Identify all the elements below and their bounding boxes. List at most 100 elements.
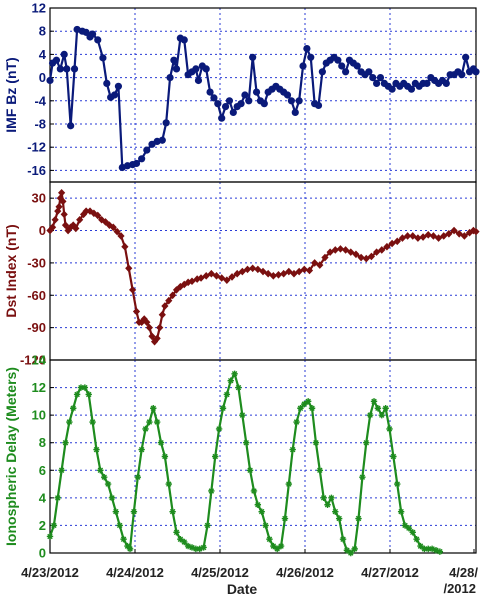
data-point xyxy=(334,56,342,64)
data-point xyxy=(417,542,424,550)
data-point xyxy=(180,280,188,289)
data-point xyxy=(365,68,373,76)
data-point xyxy=(153,418,161,426)
data-point xyxy=(373,79,381,87)
data-point xyxy=(142,425,149,433)
data-point xyxy=(419,233,427,241)
data-point xyxy=(165,296,173,305)
data-point xyxy=(264,269,272,278)
data-point xyxy=(56,65,64,73)
data-point xyxy=(338,62,346,70)
data-point xyxy=(363,439,370,446)
data-point xyxy=(192,545,200,553)
data-point xyxy=(94,36,102,44)
data-point xyxy=(425,545,432,553)
data-point xyxy=(54,494,61,502)
data-point xyxy=(369,74,377,82)
data-point xyxy=(289,446,296,453)
data-point xyxy=(254,265,262,274)
data-point xyxy=(180,36,188,44)
data-point xyxy=(67,122,75,130)
data-point xyxy=(124,542,131,550)
data-point xyxy=(465,228,474,237)
data-point xyxy=(50,522,58,529)
data-point xyxy=(472,227,480,236)
data-point xyxy=(81,384,89,391)
data-point xyxy=(246,467,254,474)
data-point xyxy=(241,91,249,99)
data-point xyxy=(121,242,129,251)
x-tick-label: 4/27/2012 xyxy=(361,565,419,580)
data-point xyxy=(269,272,277,280)
data-point xyxy=(250,487,258,495)
data-point xyxy=(101,473,108,481)
data-point xyxy=(407,85,416,93)
data-point xyxy=(202,65,210,73)
data-point xyxy=(60,210,68,219)
data-point xyxy=(194,76,203,85)
data-point xyxy=(455,229,463,238)
data-point xyxy=(249,53,257,61)
data-point xyxy=(46,226,54,235)
data-point xyxy=(150,405,157,412)
y-tick-label: 12 xyxy=(32,380,46,395)
data-point xyxy=(300,265,308,274)
data-point xyxy=(212,272,221,280)
data-point xyxy=(262,522,269,529)
data-point xyxy=(429,232,437,240)
data-point xyxy=(116,522,123,529)
data-point xyxy=(129,286,137,294)
data-point xyxy=(161,453,169,460)
data-point xyxy=(48,223,57,232)
data-point xyxy=(181,538,188,546)
data-point xyxy=(200,544,207,551)
data-point xyxy=(143,318,151,327)
data-point xyxy=(424,231,432,239)
data-point xyxy=(130,508,138,515)
data-point xyxy=(229,108,237,116)
data-point xyxy=(46,533,54,540)
y-tick-label: 2 xyxy=(39,518,46,533)
data-point xyxy=(165,480,172,488)
data-point xyxy=(259,267,267,276)
data-point xyxy=(113,227,121,236)
data-point xyxy=(274,270,283,279)
y-tick-label: 0 xyxy=(39,70,46,85)
data-point xyxy=(270,542,277,550)
data-point xyxy=(157,439,165,446)
data-point xyxy=(285,267,293,276)
data-point xyxy=(285,480,293,488)
data-point xyxy=(367,252,376,261)
data-point xyxy=(46,76,54,85)
data-point xyxy=(51,215,59,224)
data-point xyxy=(215,425,223,433)
y-tick-label: -90 xyxy=(27,320,46,335)
y-tick-label: 14 xyxy=(32,353,47,368)
data-point xyxy=(398,234,407,242)
y-tick-label: -120 xyxy=(20,353,46,368)
data-point xyxy=(206,88,214,96)
data-point xyxy=(146,418,153,426)
data-point xyxy=(388,85,396,93)
data-point xyxy=(150,337,159,346)
data-point xyxy=(58,467,65,474)
data-point xyxy=(89,30,97,38)
y-axis-label: Dst Index (nT) xyxy=(3,224,19,317)
data-point xyxy=(104,480,112,488)
y-tick-label: -4 xyxy=(34,93,46,108)
data-point xyxy=(462,53,470,61)
data-point xyxy=(266,536,273,543)
data-point xyxy=(55,203,63,211)
data-point xyxy=(70,65,79,73)
panel-1: 30 0 -30 -60 -90 -120 Dst Index (nT) xyxy=(3,181,480,368)
y-tick-label: 10 xyxy=(32,408,46,423)
data-point xyxy=(366,411,374,419)
data-point xyxy=(295,267,303,276)
data-point xyxy=(93,446,100,453)
data-point xyxy=(158,310,166,319)
panel-frame xyxy=(49,359,477,554)
data-point xyxy=(403,232,412,240)
data-point xyxy=(423,79,431,87)
data-point xyxy=(260,100,268,108)
data-point xyxy=(362,254,370,263)
